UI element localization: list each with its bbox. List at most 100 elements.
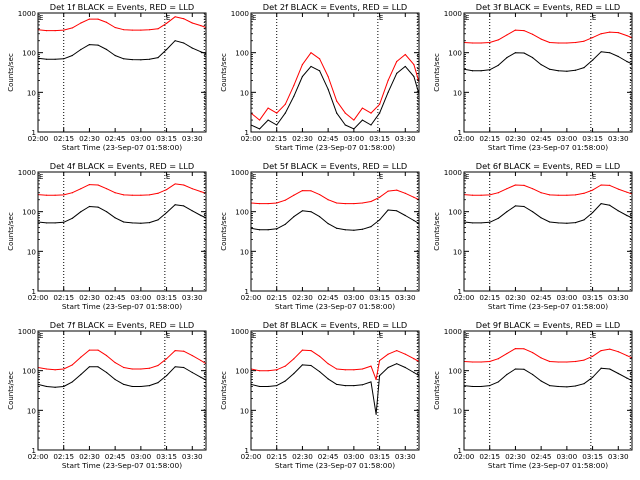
x-tick-label: 03:30 [608, 293, 629, 302]
x-tick-label: 02:45 [318, 293, 339, 302]
data-point-events [583, 67, 585, 69]
data-point-lld [531, 33, 534, 35]
x-tick-label: 03:15 [369, 134, 390, 143]
data-point-events [600, 202, 602, 205]
y-tick-label: 100 [448, 367, 462, 376]
data-point-events [267, 119, 269, 121]
series-line-lld [464, 184, 632, 196]
y-axis-label: Counts/sec [7, 53, 15, 92]
data-point-lld [404, 53, 406, 56]
data-point-events [413, 371, 415, 374]
data-point-lld [471, 194, 474, 196]
data-point-lld [583, 40, 585, 42]
data-point-events [591, 59, 594, 61]
series-line-lld [38, 183, 206, 196]
data-point-events [97, 44, 99, 46]
data-point-lld [284, 365, 286, 367]
data-point-lld [114, 192, 116, 194]
edge-marker-label: E [39, 14, 43, 22]
data-point-events [114, 217, 116, 219]
data-point-events [387, 209, 389, 211]
data-point-events [191, 47, 193, 49]
data-point-events [523, 368, 525, 370]
data-point-lld [336, 202, 338, 204]
data-point-lld [378, 103, 381, 105]
x-tick-label: 02:00 [28, 452, 49, 461]
y-tick-label: 1 [244, 446, 249, 455]
series-group [464, 29, 632, 72]
panel-title: Det 7f BLACK = Events, RED = LLD [50, 320, 194, 330]
data-point-events [396, 363, 398, 365]
data-point-lld [310, 190, 312, 192]
x-tick-label: 03:30 [395, 134, 416, 143]
data-point-events [45, 385, 48, 388]
data-point-lld [140, 194, 142, 196]
data-point-events [293, 95, 295, 97]
data-point-lld [174, 16, 176, 18]
data-point-lld [404, 192, 406, 194]
edge-marker-label: E [252, 173, 256, 181]
data-point-events [497, 381, 499, 383]
data-point-lld [327, 199, 329, 201]
data-point-lld [105, 21, 108, 23]
data-point-events [557, 222, 559, 224]
data-point-lld [609, 184, 611, 186]
data-point-events [174, 40, 176, 42]
data-point-lld [293, 194, 295, 196]
data-point-lld [310, 350, 312, 352]
y-tick-label: 1 [457, 446, 462, 455]
data-point-events [574, 69, 577, 71]
data-point-lld [71, 192, 73, 194]
data-point-lld [183, 350, 185, 352]
data-point-lld [114, 361, 116, 364]
data-point-lld [97, 18, 99, 20]
y-axis-label: Counts/sec [433, 53, 441, 92]
data-point-lld [600, 33, 602, 35]
data-point-events [336, 227, 338, 229]
data-point-lld [361, 368, 364, 370]
data-point-events [276, 385, 278, 387]
data-point-events [361, 228, 364, 230]
data-point-lld [97, 349, 99, 351]
panel-title: Det 8f BLACK = Events, RED = LLD [263, 320, 407, 330]
data-point-lld [63, 368, 65, 370]
y-axis-label: Counts/sec [433, 212, 441, 251]
x-tick-label: 03:30 [608, 452, 629, 461]
data-point-events [54, 222, 56, 224]
x-tick-label: 03:15 [156, 134, 177, 143]
data-point-lld [336, 368, 338, 370]
x-axis-label: Start Time (23-Sep-07 01:58:00) [488, 302, 608, 311]
data-point-lld [506, 188, 508, 190]
y-tick-label: 100 [235, 208, 249, 217]
x-tick-label: 02:30 [505, 293, 526, 302]
data-point-events [336, 112, 338, 114]
x-tick-label: 03:00 [130, 293, 151, 302]
x-tick-label: 03:15 [369, 452, 390, 461]
data-point-events [200, 214, 202, 217]
data-point-lld [344, 112, 346, 114]
panel-title: Det 4f BLACK = Events, RED = LLD [50, 161, 194, 171]
data-point-lld [200, 359, 202, 362]
data-point-events [609, 368, 611, 370]
x-tick-label: 02:30 [292, 452, 313, 461]
data-point-events [523, 52, 525, 54]
plot-frame [463, 12, 633, 133]
series-line-lld [251, 349, 419, 380]
data-point-events [267, 229, 269, 231]
data-point-lld [413, 64, 415, 66]
plot-frame [463, 330, 633, 451]
data-point-lld [471, 42, 474, 44]
x-tick-label: 02:15 [266, 293, 287, 302]
data-point-events [88, 205, 91, 208]
data-point-lld [566, 361, 568, 363]
edge-marker-label: E [465, 173, 469, 181]
data-point-lld [378, 196, 381, 198]
x-tick-label: 02:30 [292, 293, 313, 302]
data-point-lld [549, 194, 551, 196]
y-tick-label: 1 [457, 287, 462, 296]
plot-frame [37, 171, 207, 292]
x-tick-label: 02:45 [105, 452, 126, 461]
data-point-events [396, 210, 398, 212]
edge-marker-label: E [39, 173, 43, 181]
data-point-lld [514, 29, 517, 31]
